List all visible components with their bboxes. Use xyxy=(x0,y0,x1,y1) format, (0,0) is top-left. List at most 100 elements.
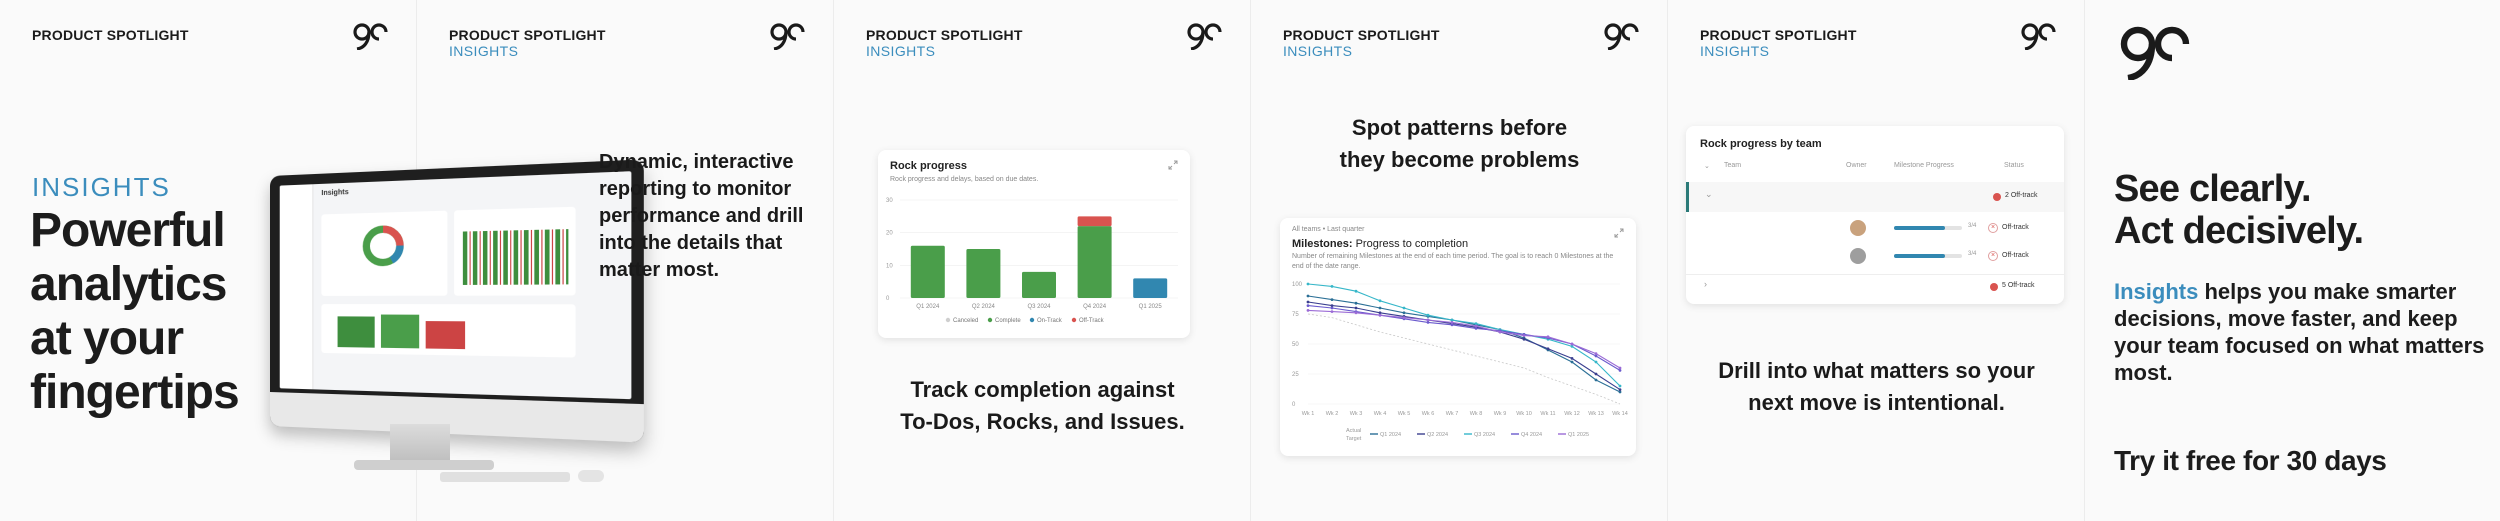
table-row[interactable]: › 5 Off-track xyxy=(1686,274,2064,298)
panel-caption: Drill into what matters so your next mov… xyxy=(1668,355,2085,419)
series-line xyxy=(1308,306,1620,371)
x-tick-label: Q4 2024 xyxy=(1083,304,1107,310)
milestones-card[interactable]: All teams • Last quarter Milestones: Pro… xyxy=(1280,218,1636,456)
x-tick-label: Wk 3 xyxy=(1350,411,1363,417)
x-tick-label: Wk 5 xyxy=(1398,411,1411,417)
data-point xyxy=(1571,361,1574,364)
card-overline: All teams • Last quarter xyxy=(1292,226,1364,233)
col-team: Team xyxy=(1724,162,1741,169)
caption-line: Spot patterns before xyxy=(1251,112,1668,144)
headline-line: at your xyxy=(30,312,239,366)
col-progress: Milestone Progress xyxy=(1894,162,1954,169)
data-point xyxy=(1331,304,1334,307)
data-point xyxy=(1307,304,1310,307)
x-tick-label: Wk 6 xyxy=(1422,411,1435,417)
status-dot-icon xyxy=(1993,193,2001,201)
eyebrow-label: PRODUCT SPOTLIGHT xyxy=(1283,27,1440,43)
x-tick-label: Wk 2 xyxy=(1326,411,1339,417)
x-tick-label: Wk 1 xyxy=(1302,411,1315,417)
screen-title: Insights xyxy=(321,189,348,197)
bar-complete xyxy=(911,246,945,298)
legend-label: Target xyxy=(1346,436,1362,442)
bar-off-track xyxy=(1078,216,1112,226)
progress-fill xyxy=(1894,226,1945,230)
data-point xyxy=(1619,385,1622,388)
ninety-logo-icon xyxy=(2114,24,2194,80)
data-point xyxy=(1595,355,1598,358)
panel-team-progress: PRODUCT SPOTLIGHT INSIGHTS Rock progress… xyxy=(1668,0,2085,521)
data-point xyxy=(1403,311,1406,314)
data-point xyxy=(1475,322,1478,325)
card-title-main: Progress to completion xyxy=(1356,238,1469,250)
status-badge: 5 Off-track xyxy=(2002,282,2035,289)
data-point xyxy=(1331,310,1334,313)
series-line xyxy=(1308,284,1620,386)
y-tick-label: 0 xyxy=(886,296,890,302)
data-point xyxy=(1475,327,1478,330)
data-point xyxy=(1379,299,1382,302)
x-tick-label: Wk 10 xyxy=(1516,411,1532,417)
table-row[interactable]: ⌄ 2 Off-track xyxy=(1686,182,2064,212)
expand-icon[interactable] xyxy=(1614,228,1624,238)
panel-caption: Spot patterns before they become problem… xyxy=(1251,112,1668,176)
rock-progress-bar-chart: 3020100Q1 2024 Q2 2024 Q3 2024 Q4 2024 Q1 20… xyxy=(878,190,1190,338)
data-point xyxy=(1571,343,1574,346)
table-row[interactable]: 3/4 × Off-track xyxy=(1686,242,2064,270)
headline-line: Act decisively. xyxy=(2114,210,2363,252)
rock-progress-card[interactable]: Rock progress Rock progress and delays, … xyxy=(878,150,1190,338)
body-line: Dynamic, interactive xyxy=(599,149,804,176)
data-point xyxy=(1427,321,1430,324)
data-point xyxy=(1355,290,1358,293)
table-row[interactable]: 3/4 × Off-track xyxy=(1686,214,2064,242)
x-tick-label: Wk 7 xyxy=(1446,411,1459,417)
eyebrow-sub-label: INSIGHTS xyxy=(449,43,518,59)
data-point xyxy=(1571,357,1574,360)
legend-swatch xyxy=(1030,318,1034,322)
table-header: ⌄ Team Owner Milestone Progress Status xyxy=(1686,162,2064,176)
data-point xyxy=(1331,298,1334,301)
eyebrow-sub-label: INSIGHTS xyxy=(866,43,935,59)
legend-swatch xyxy=(1072,318,1076,322)
data-point xyxy=(1403,307,1406,310)
data-point xyxy=(1307,283,1310,286)
data-point xyxy=(1595,361,1598,364)
x-tick-label: Wk 11 xyxy=(1540,411,1555,417)
chevron-down-icon[interactable]: ⌄ xyxy=(1705,189,1713,200)
x-circle-icon: × xyxy=(1988,251,1998,261)
x-tick-label: Wk 9 xyxy=(1494,411,1507,417)
cta-headline: See clearly. Act decisively. xyxy=(2114,168,2363,252)
milestones-line-chart: 1007550250Wk 1 Wk 2 Wk 3 Wk 4 Wk 5 Wk 6 Wk 7 Wk… xyxy=(1280,276,1636,456)
x-tick-label: Wk 13 xyxy=(1588,411,1604,417)
panel-body-text: Dynamic, interactive reporting to monito… xyxy=(599,149,804,284)
y-tick-label: 20 xyxy=(886,231,893,237)
donut-chart-icon xyxy=(360,222,406,269)
data-point xyxy=(1523,338,1526,341)
y-tick-label: 75 xyxy=(1292,312,1299,318)
data-point xyxy=(1619,367,1622,370)
x-tick-label: Wk 4 xyxy=(1374,411,1387,417)
data-point xyxy=(1547,335,1550,338)
cta-trial-link[interactable]: Try it free for 30 days xyxy=(2114,445,2386,477)
ninety-logo-icon xyxy=(1603,22,1639,50)
y-tick-label: 10 xyxy=(886,263,893,269)
legend-label: Complete xyxy=(995,318,1021,324)
expand-icon[interactable] xyxy=(1168,160,1178,170)
panel-rock-progress: PRODUCT SPOTLIGHT INSIGHTS Rock progress… xyxy=(834,0,1251,521)
data-point xyxy=(1307,309,1310,312)
x-tick-label: Wk 14 xyxy=(1612,411,1628,417)
chevron-right-icon[interactable]: › xyxy=(1704,279,1707,289)
data-point xyxy=(1595,373,1598,376)
data-point xyxy=(1427,314,1430,317)
legend-swatch xyxy=(988,318,992,322)
eyebrow-label: PRODUCT SPOTLIGHT xyxy=(1700,27,1857,43)
body-line: reporting to monitor xyxy=(599,176,804,203)
eyebrow-label: PRODUCT SPOTLIGHT xyxy=(449,27,606,43)
data-point xyxy=(1307,301,1310,304)
team-progress-card[interactable]: Rock progress by team ⌄ Team Owner Miles… xyxy=(1686,126,2064,304)
panel-caption: Track completion against To-Dos, Rocks, … xyxy=(834,374,1251,438)
bar-complete xyxy=(1022,272,1056,298)
legend-label: Q4 2024 xyxy=(1521,432,1542,438)
ninety-logo-icon xyxy=(769,22,805,50)
data-point xyxy=(1619,388,1622,391)
card-title: Milestones: Progress to completion xyxy=(1292,238,1468,250)
